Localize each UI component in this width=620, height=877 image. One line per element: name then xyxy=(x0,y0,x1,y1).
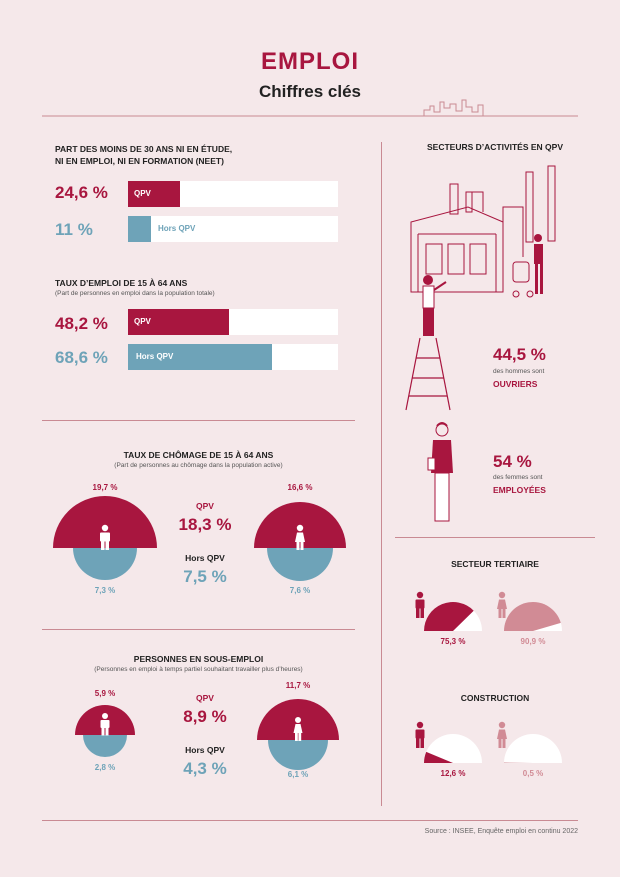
neet-hors-value: 11 % xyxy=(55,220,93,239)
chomage-qpv-value: 18,3 % xyxy=(178,515,232,534)
emploi-qpv-fill xyxy=(128,309,230,335)
sous-women-qpv: 11,7 % xyxy=(285,681,311,690)
neet-qpv-label: QPV xyxy=(134,189,151,198)
factory-illustration xyxy=(410,165,556,298)
source-note: Source : INSEE, Enquête emploi en contin… xyxy=(424,828,578,835)
man-icon xyxy=(415,721,425,748)
construction-women-gauge xyxy=(503,734,562,763)
worker-with-cart-icon xyxy=(512,234,543,298)
sous-emploi-title: PERSONNES EN SOUS-EMPLOI xyxy=(133,654,264,664)
emploi-qpv-bar: QPV xyxy=(128,309,338,335)
construction-title: CONSTRUCTION xyxy=(460,693,530,703)
construction-women-value: 0,5 % xyxy=(522,769,544,778)
secteurs-men-value: 44,5 % xyxy=(493,345,546,364)
chomage-women-hors: 7,6 % xyxy=(289,586,311,595)
tertiaire-title: SECTEUR TERTIAIRE xyxy=(451,559,539,569)
divider xyxy=(395,537,595,538)
sous-men-hors: 2,8 % xyxy=(94,763,116,772)
emploi-hors-label: Hors QPV xyxy=(136,352,174,361)
emploi-qpv-label: QPV xyxy=(134,317,151,326)
chomage-hors-label: Hors QPV xyxy=(185,553,225,563)
emploi-hors-value: 68,6 % xyxy=(55,348,108,367)
emploi-hors-fill xyxy=(128,344,273,370)
chomage-note: (Part de personnes au chômage dans la po… xyxy=(114,462,283,469)
neet-hors-bar: Hors QPV xyxy=(128,216,338,242)
emploi-hors-bar: Hors QPV xyxy=(128,344,338,370)
neet-hors-label: Hors QPV xyxy=(158,224,196,233)
skyline-divider xyxy=(42,99,578,117)
sous-hors-label: Hors QPV xyxy=(185,745,225,755)
divider xyxy=(42,420,355,421)
neet-qpv-value: 24,6 % xyxy=(55,183,108,202)
emploi-note: (Part de personnes en emploi dans la pop… xyxy=(55,290,215,297)
emploi-qpv-value: 48,2 % xyxy=(55,314,108,333)
man-icon xyxy=(100,524,110,550)
chomage-hors-value: 7,5 % xyxy=(183,567,227,586)
page-title: EMPLOI xyxy=(260,48,359,75)
secteurs-men-role: OUVRIERS xyxy=(493,379,538,389)
footer-divider xyxy=(42,820,578,821)
column-separator xyxy=(381,142,382,806)
sous-women-hors: 6,1 % xyxy=(287,770,309,779)
tertiaire-men-value: 75,3 % xyxy=(440,637,466,646)
sous-emploi-note: (Personnes en emploi à temps partiel sou… xyxy=(94,666,303,673)
tertiaire-women-gauge xyxy=(504,602,562,631)
secteurs-women-role: EMPLOYÉES xyxy=(493,485,546,495)
chomage-men-qpv: 19,7 % xyxy=(92,483,118,492)
secteurs-men-line: des hommes sont xyxy=(493,368,545,375)
tertiaire-men-gauge xyxy=(424,602,482,631)
man-icon xyxy=(415,591,425,618)
chomage-men-halfcircles xyxy=(53,496,157,580)
construction-men-gauge xyxy=(424,734,482,763)
sous-hors-value: 4,3 % xyxy=(183,759,227,778)
divider xyxy=(42,629,355,630)
woman-icon xyxy=(497,591,507,618)
sous-men-halfcircles xyxy=(75,705,135,757)
chomage-men-hors: 7,3 % xyxy=(94,586,116,595)
woman-icon xyxy=(295,524,305,550)
chomage-qpv-label: QPV xyxy=(196,501,214,511)
neet-hors-fill xyxy=(128,216,152,242)
tertiaire-women-value: 90,9 % xyxy=(520,637,546,646)
sous-qpv-value: 8,9 % xyxy=(183,707,227,726)
woman-icon xyxy=(293,717,303,741)
businesswoman-illustration xyxy=(427,422,453,522)
page-subtitle: Chiffres clés xyxy=(258,82,362,101)
woman-icon xyxy=(497,721,507,748)
sous-women-halfcircles xyxy=(257,699,339,770)
chomage-title: TAUX DE CHÔMAGE DE 15 À 64 ANS xyxy=(123,450,274,460)
sous-qpv-label: QPV xyxy=(196,693,214,703)
neet-qpv-fill xyxy=(128,181,180,207)
man-icon xyxy=(100,713,110,736)
sous-men-qpv: 5,9 % xyxy=(94,689,116,698)
chomage-women-qpv: 16,6 % xyxy=(287,483,313,492)
construction-men-value: 12,6 % xyxy=(440,769,466,778)
neet-title-1: PART DES MOINS DE 30 ANS NI EN ÉTUDE, xyxy=(55,144,233,154)
neet-qpv-bar: QPV xyxy=(128,181,338,207)
secteurs-women-line: des femmes sont xyxy=(493,474,543,481)
worker-on-ladder-illustration xyxy=(405,275,451,411)
emploi-title: TAUX D’EMPLOI DE 15 À 64 ANS xyxy=(55,278,188,288)
secteurs-women-value: 54 % xyxy=(493,452,532,471)
neet-title-2: NI EN EMPLOI, NI EN FORMATION (NEET) xyxy=(55,156,224,166)
secteurs-title: SECTEURS D’ACTIVITÉS EN QPV xyxy=(426,142,564,152)
chomage-women-halfcircles xyxy=(254,502,346,581)
